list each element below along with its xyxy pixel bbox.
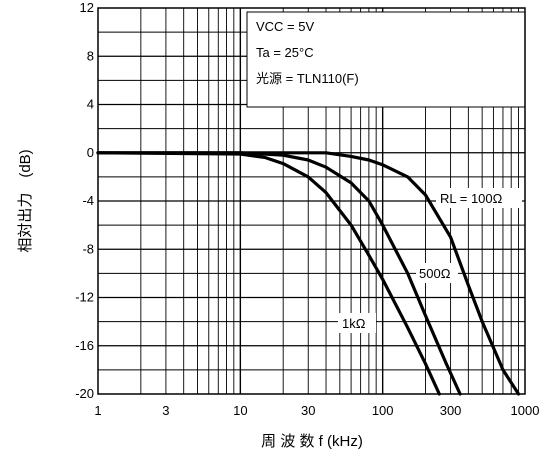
x-tick-label: 1 xyxy=(94,403,101,418)
x-tick-label: 1000 xyxy=(511,403,540,418)
y-tick-label: -12 xyxy=(75,290,94,305)
legend: VCC = 5V Ta = 25°C 光源 = TLN110(F) xyxy=(246,11,526,108)
series-line-2 xyxy=(96,151,441,396)
legend-line-vcc: VCC = 5V xyxy=(256,19,314,34)
x-axis-ticks: 1 3 10 30 100 300 1000 xyxy=(94,403,539,418)
y-tick-label: -8 xyxy=(82,241,94,256)
series-label-bg-1k xyxy=(338,313,376,333)
y-tick-label: 12 xyxy=(80,0,94,15)
legend-line-ta: Ta = 25°C xyxy=(256,45,314,60)
y-tick-label: 4 xyxy=(87,97,94,112)
x-tick-label: 300 xyxy=(440,403,462,418)
series-label-bg-500 xyxy=(416,263,458,283)
x-tick-label: 100 xyxy=(372,403,394,418)
legend-background xyxy=(246,11,526,108)
series-group xyxy=(96,151,521,396)
series-line-0 xyxy=(96,151,521,396)
series-label-100: RL = 100Ω xyxy=(440,191,503,206)
series-line-1 xyxy=(96,151,462,396)
y-axis-label: 相対出力 (dB) xyxy=(17,149,34,252)
y-tick-label: -4 xyxy=(82,193,94,208)
series-label-1k: 1kΩ xyxy=(342,316,366,331)
y-tick-label: -20 xyxy=(75,386,94,401)
x-tick-label: 10 xyxy=(233,403,247,418)
x-tick-label: 3 xyxy=(162,403,169,418)
series-label-500: 500Ω xyxy=(419,266,451,281)
series-label-group: RL = 100Ω 500Ω 1kΩ xyxy=(338,188,522,333)
y-tick-label: 0 xyxy=(87,145,94,160)
y-tick-label: -16 xyxy=(75,338,94,353)
legend-line-source: 光源 = TLN110(F) xyxy=(256,71,359,86)
y-axis-ticks: 12 8 4 0 -4 -8 -12 -16 -20 xyxy=(75,0,94,401)
series-label-bg-100 xyxy=(436,188,522,208)
plot-border xyxy=(97,7,526,395)
x-tick-label: 30 xyxy=(301,403,315,418)
x-axis-label: 周 波 数 f (kHz) xyxy=(261,433,363,450)
y-tick-label: 8 xyxy=(87,48,94,63)
